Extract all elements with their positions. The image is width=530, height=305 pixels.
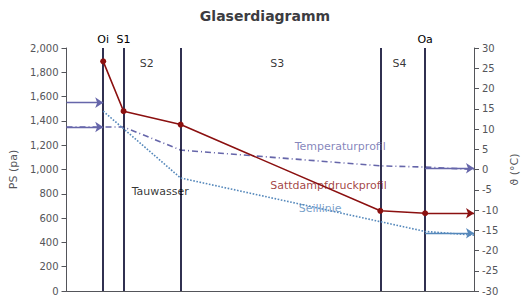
svg-text:20: 20 <box>482 83 495 94</box>
svg-text:15: 15 <box>482 103 495 114</box>
svg-text:200: 200 <box>39 261 58 272</box>
svg-text:Seillinie: Seillinie <box>299 202 342 215</box>
svg-text:-15: -15 <box>482 225 498 236</box>
svg-text:S2: S2 <box>140 57 154 70</box>
svg-text:Sattdampfdruckprofil: Sattdampfdruckprofil <box>270 179 387 192</box>
svg-text:0: 0 <box>482 164 488 175</box>
svg-text:-20: -20 <box>482 245 498 256</box>
svg-text:600: 600 <box>39 213 58 224</box>
svg-text:800: 800 <box>39 188 58 199</box>
svg-text:25: 25 <box>482 63 495 74</box>
svg-text:-5: -5 <box>482 184 492 195</box>
svg-text:-25: -25 <box>482 265 498 276</box>
svg-text:5: 5 <box>482 144 488 155</box>
svg-text:10: 10 <box>482 124 495 135</box>
svg-text:400: 400 <box>39 237 58 248</box>
svg-text:ϑ (°C): ϑ (°C) <box>508 153 521 185</box>
svg-text:1,400: 1,400 <box>30 115 59 126</box>
svg-text:-10: -10 <box>482 205 498 216</box>
svg-text:1,200: 1,200 <box>30 140 59 151</box>
svg-text:2,000: 2,000 <box>30 43 59 54</box>
svg-text:S3: S3 <box>270 57 284 70</box>
svg-text:Tauwasser: Tauwasser <box>131 185 190 198</box>
svg-text:Oi: Oi <box>97 33 109 46</box>
svg-text:1,800: 1,800 <box>30 67 59 78</box>
svg-text:Temperaturprofil: Temperaturprofil <box>294 140 386 153</box>
svg-text:1,000: 1,000 <box>30 164 59 175</box>
svg-text:30: 30 <box>482 43 495 54</box>
svg-text:S4: S4 <box>393 57 407 70</box>
svg-text:PS (pa): PS (pa) <box>7 150 20 189</box>
svg-text:Glaserdiagramm: Glaserdiagramm <box>200 8 330 24</box>
svg-text:Oa: Oa <box>417 33 432 46</box>
svg-text:S1: S1 <box>117 33 131 46</box>
svg-text:0: 0 <box>52 286 58 297</box>
svg-text:-30: -30 <box>482 286 498 297</box>
svg-text:1,600: 1,600 <box>30 91 59 102</box>
